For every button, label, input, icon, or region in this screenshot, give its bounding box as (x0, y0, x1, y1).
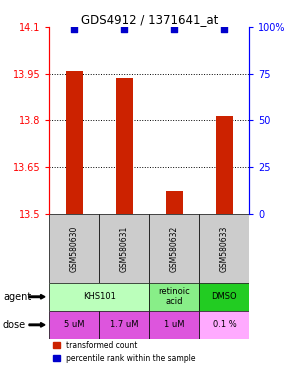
Bar (200, 311, 249, 339)
Text: agent: agent (3, 292, 31, 302)
Bar (216, 116, 233, 214)
Text: retinoic
acid: retinoic acid (159, 287, 190, 306)
Point (172, 26, 177, 32)
Legend: transformed count, percentile rank within the sample: transformed count, percentile rank withi… (53, 341, 196, 362)
Text: dose: dose (3, 320, 26, 330)
Text: KHS101: KHS101 (83, 292, 116, 301)
Bar (149, 214, 200, 283)
Text: 1.7 uM: 1.7 uM (110, 320, 139, 329)
Title: GDS4912 / 1371641_at: GDS4912 / 1371641_at (81, 13, 218, 26)
Bar (49, 214, 99, 283)
Text: 0.1 %: 0.1 % (213, 320, 236, 329)
Bar (200, 214, 249, 283)
Bar (66, 71, 83, 214)
Point (222, 26, 227, 32)
Point (122, 26, 127, 32)
Bar (116, 78, 133, 214)
Text: GSM580631: GSM580631 (120, 225, 129, 271)
Text: 5 uM: 5 uM (64, 320, 85, 329)
Bar (149, 283, 200, 311)
Bar (200, 283, 249, 311)
Text: GSM580633: GSM580633 (220, 225, 229, 271)
Bar (166, 191, 183, 214)
Bar (49, 311, 99, 339)
Bar (99, 311, 149, 339)
Bar (49, 283, 149, 311)
Bar (149, 311, 200, 339)
Text: DMSO: DMSO (212, 292, 237, 301)
Text: GSM580630: GSM580630 (70, 225, 79, 271)
Text: 1 uM: 1 uM (164, 320, 185, 329)
Point (72, 26, 77, 32)
Bar (99, 214, 149, 283)
Text: GSM580632: GSM580632 (170, 225, 179, 271)
